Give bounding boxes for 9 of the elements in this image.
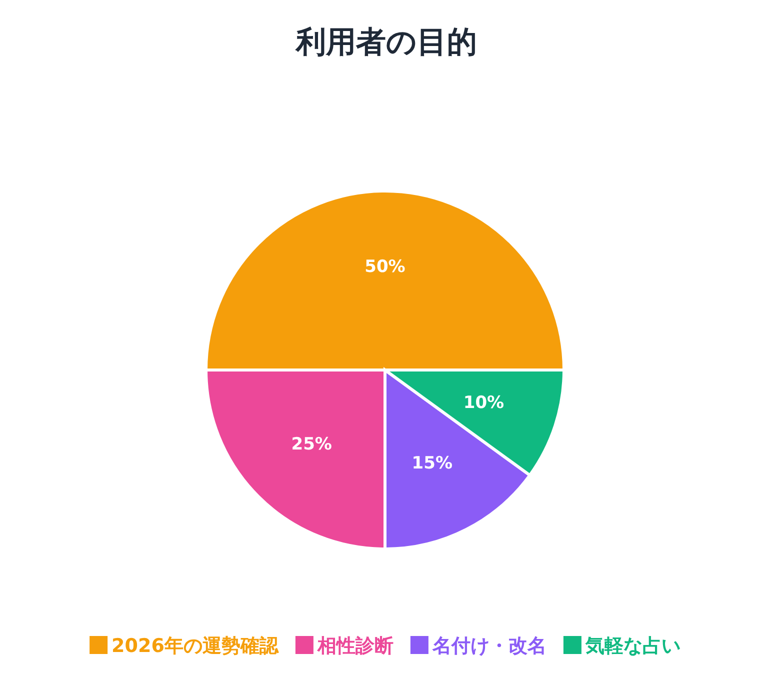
chart-title: 利用者の目的 [295, 25, 477, 60]
legend-label: 相性診断 [316, 635, 394, 657]
data-label: 25% [291, 434, 332, 454]
legend-label: 気軽な占い [584, 635, 680, 657]
legend-label: 名付け・改名 [431, 635, 546, 657]
data-label: 50% [364, 257, 406, 278]
data-label: 15% [412, 454, 452, 474]
legend-label: 2026年の運勢確認 [112, 635, 280, 657]
data-label: 10% [463, 393, 504, 414]
